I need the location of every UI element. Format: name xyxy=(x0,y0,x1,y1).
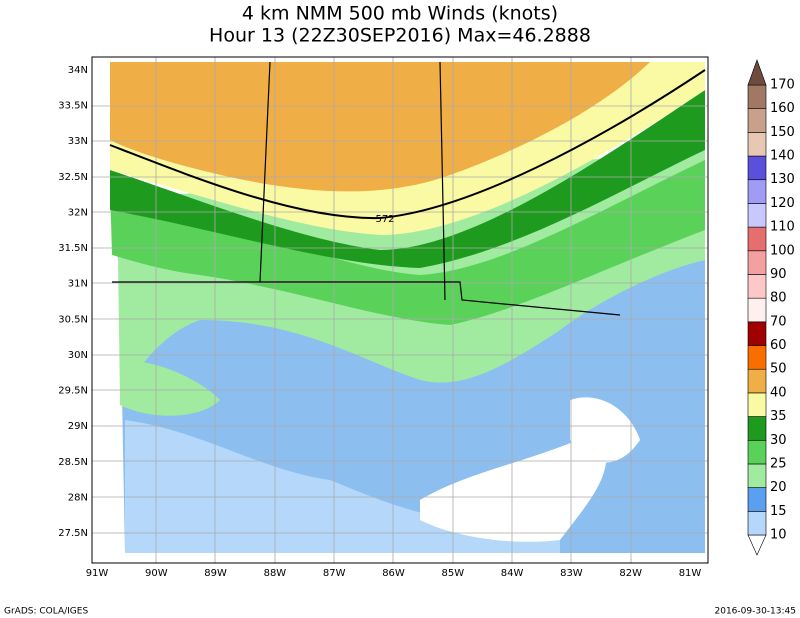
lat-label: 27.5N xyxy=(58,528,88,539)
colorbar-label: 20 xyxy=(770,480,787,495)
lat-label: 33N xyxy=(68,136,88,147)
footer-left: GrADS: COLA/IGES xyxy=(4,607,88,617)
lon-label: 91W xyxy=(86,568,109,579)
colorbar-box xyxy=(747,108,767,133)
colorbar-label: 130 xyxy=(770,172,795,187)
lon-label: 85W xyxy=(441,568,464,579)
lat-label: 33.5N xyxy=(58,101,88,112)
title-line: Hour 13 (22Z30SEP2016) Max=46.2888 xyxy=(209,25,591,47)
lat-label: 31N xyxy=(68,279,88,290)
title-line: 4 km NMM 500 mb Winds (knots) xyxy=(242,3,558,25)
colorbar-label: 10 xyxy=(770,528,787,543)
lat-label: 30.5N xyxy=(58,314,88,325)
colorbar-box xyxy=(747,274,767,299)
shade-20 xyxy=(120,360,220,416)
axis-labels: 34N 33.5N 33N 32.5N 32N 31.5N 31N 30.5N 30N 29.5N… xyxy=(58,65,701,579)
lat-label: 28.5N xyxy=(58,457,88,468)
colorbar-label: 120 xyxy=(770,196,795,211)
state-borders xyxy=(112,61,621,316)
lon-label: 81W xyxy=(679,568,702,579)
map-frame xyxy=(91,56,709,564)
shade-10 xyxy=(125,420,560,553)
colorbar-box xyxy=(747,226,767,252)
footer-right: 2016-09-30-13:45 xyxy=(715,607,797,617)
lon-label: 89W xyxy=(204,568,227,579)
colorbar-end xyxy=(747,59,767,86)
colorbar-box xyxy=(747,392,767,417)
colorbar-box xyxy=(747,155,767,181)
colorbar-box xyxy=(747,250,767,275)
colorbar-box xyxy=(747,203,767,228)
lat-label: 29N xyxy=(68,421,88,432)
height-contour xyxy=(109,69,706,220)
colorbar-label: 140 xyxy=(770,149,795,164)
lon-label: 84W xyxy=(501,568,524,579)
colorbar-box xyxy=(747,487,767,512)
shade-40 xyxy=(110,62,650,192)
colorbar-box xyxy=(747,368,767,394)
colorbar-label: 60 xyxy=(770,338,787,353)
colorbar-label: 90 xyxy=(770,267,787,282)
colorbar-label: 35 xyxy=(770,409,787,424)
lon-label: 90W xyxy=(145,568,168,579)
colorbar-label: 170 xyxy=(770,78,795,93)
lat-label: 32.5N xyxy=(58,172,88,183)
colorbar-box xyxy=(747,511,767,536)
colorbar-label: 40 xyxy=(770,385,787,400)
lon-label: 88W xyxy=(264,568,287,579)
colorbar-label: 110 xyxy=(770,220,795,235)
colorbar-label: 25 xyxy=(770,456,787,471)
colorbar-box xyxy=(747,416,767,441)
colorbar-box xyxy=(747,463,767,488)
colorbar-box xyxy=(747,345,767,370)
lat-label: 34N xyxy=(68,65,88,76)
lon-label: 83W xyxy=(560,568,583,579)
lat-label: 31.5N xyxy=(58,243,88,254)
colorbar-box xyxy=(747,439,767,465)
colorbar-label: 160 xyxy=(770,101,795,116)
shade-low xyxy=(420,430,607,542)
colorbar-label: 80 xyxy=(770,291,787,306)
colorbar-label: 150 xyxy=(770,125,795,140)
colorbar-box xyxy=(747,321,767,346)
shade-25 xyxy=(110,160,705,325)
colorbar: 10 15 20 25 30 35 40 50 60 70 80 90 100 110 120 130 140 1… xyxy=(747,59,795,556)
map: 572 xyxy=(91,56,709,564)
colorbar-label: 50 xyxy=(770,362,787,377)
lat-label: 29.5N xyxy=(58,386,88,397)
colorbar-label: 15 xyxy=(770,504,787,519)
colorbar-box xyxy=(747,132,767,157)
grid-lat xyxy=(92,105,708,534)
colorbar-label: 70 xyxy=(770,314,787,329)
lat-label: 32N xyxy=(68,207,88,218)
colorbar-label: 30 xyxy=(770,433,787,448)
lat-label: 30N xyxy=(68,350,88,361)
colorbar-label: 100 xyxy=(770,243,795,258)
shade-30 xyxy=(110,90,705,268)
colorbar-box xyxy=(747,297,767,323)
contour-label: 572 xyxy=(375,214,394,225)
colorbar-box xyxy=(747,84,767,109)
shade-low xyxy=(570,397,640,463)
colorbar-box xyxy=(747,179,767,204)
lon-label: 86W xyxy=(382,568,405,579)
lon-label: 82W xyxy=(619,568,642,579)
lat-label: 28N xyxy=(68,492,88,503)
lon-label: 87W xyxy=(323,568,346,579)
